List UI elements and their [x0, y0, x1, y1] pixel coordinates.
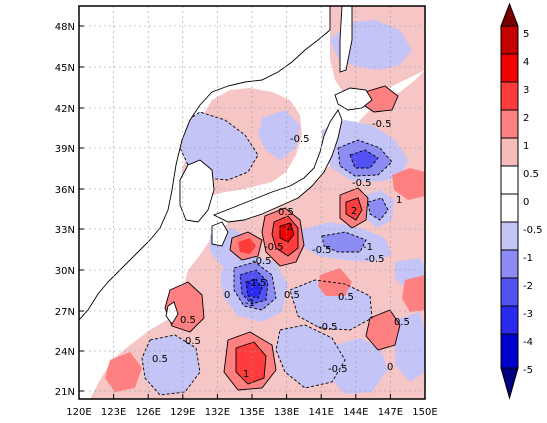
- colorbar-cell: [500, 25, 519, 55]
- svg-text:-0.5: -0.5: [290, 134, 310, 145]
- lat-label: 48N: [55, 22, 75, 33]
- svg-text:-1: -1: [245, 298, 255, 309]
- lon-label: 150E: [412, 407, 437, 418]
- svg-text:-0.5: -0.5: [318, 322, 338, 333]
- lon-label: 135E: [239, 407, 264, 418]
- map-grid: [79, 6, 425, 399]
- lat-label: 36N: [55, 185, 75, 196]
- svg-text:0: 0: [224, 290, 230, 301]
- svg-text:-1.5: -1.5: [247, 278, 267, 289]
- colorbar-cell: [500, 137, 519, 167]
- svg-text:0.5: 0.5: [278, 207, 294, 218]
- colorbar-label: -1: [523, 253, 533, 264]
- svg-text:0: 0: [387, 362, 393, 373]
- svg-text:2: 2: [351, 206, 357, 217]
- positive-contours: [164, 85, 401, 391]
- colorbar-label: -3: [523, 309, 533, 320]
- positive-anomaly-patches: [105, 86, 425, 392]
- colorbar-label: 2: [523, 113, 529, 124]
- lat-label: 24N: [55, 347, 75, 358]
- latitude-labels: 48N 45N 42N 39N 36N 33N 30N 27N 24N 21N: [55, 22, 75, 398]
- colorbar-cell: [500, 109, 519, 139]
- svg-text:-0.5: -0.5: [372, 119, 392, 130]
- svg-text:-0.5: -0.5: [328, 364, 348, 375]
- colorbar-label: -4: [523, 337, 533, 348]
- svg-text:0.5: 0.5: [284, 290, 300, 301]
- svg-text:0.5: 0.5: [338, 292, 354, 303]
- svg-text:0.5: 0.5: [180, 315, 196, 326]
- lon-label: 138E: [274, 407, 299, 418]
- longitude-labels: 120E 123E 126E 129E 132E 135E 138E 141E …: [66, 407, 437, 418]
- colorbar-cell: [500, 367, 519, 400]
- colorbar-cell: [500, 277, 519, 307]
- svg-text:1: 1: [243, 369, 249, 380]
- colorbar-cell: [500, 165, 519, 195]
- colorbar-labels: 5 4 3 2 1 0.5 0 -0.5 -1 -2 -3 -4 -5: [523, 29, 543, 376]
- lat-label: 30N: [55, 266, 75, 277]
- colorbar-cell: [500, 249, 519, 279]
- colorbar-cell: [500, 53, 519, 83]
- svg-text:-0.5: -0.5: [252, 256, 272, 267]
- colorbar-label: -5: [523, 365, 533, 376]
- colorbar-label: 1: [523, 141, 529, 152]
- lon-label: 132E: [205, 407, 230, 418]
- negative-contours: [141, 111, 393, 396]
- lat-label: 21N: [55, 387, 75, 398]
- lon-label: 144E: [343, 407, 368, 418]
- lat-label: 39N: [55, 144, 75, 155]
- lon-label: 123E: [101, 407, 126, 418]
- colorbar-label: 4: [523, 57, 529, 68]
- lon-label: 120E: [66, 407, 91, 418]
- lon-label: 129E: [170, 407, 195, 418]
- taiwan: [165, 301, 179, 325]
- colorbar-cell: [500, 305, 519, 335]
- svg-text:0.5: 0.5: [152, 354, 168, 365]
- asian-mainland: [79, 6, 331, 321]
- lat-label: 27N: [55, 307, 75, 318]
- colorbar-label: 0.5: [523, 169, 539, 180]
- lon-label: 147E: [378, 407, 403, 418]
- colorbar-label: 0: [523, 197, 529, 208]
- svg-text:-0.5: -0.5: [312, 245, 332, 256]
- colorbar-label: 5: [523, 29, 529, 40]
- svg-text:0.5: 0.5: [394, 317, 410, 328]
- colorbar-cell: [500, 81, 519, 111]
- svg-text:-1: -1: [363, 242, 373, 253]
- svg-text:-2: -2: [283, 222, 293, 233]
- lon-label: 126E: [135, 407, 160, 418]
- colorbar-label: -0.5: [523, 225, 543, 236]
- svg-text:-0.5: -0.5: [352, 178, 372, 189]
- colorbar-label: 3: [523, 85, 529, 96]
- lat-label: 33N: [55, 225, 75, 236]
- lat-label: 42N: [55, 104, 75, 115]
- land-masses: [79, 6, 373, 325]
- axis-ticks: [79, 25, 391, 399]
- svg-text:-0.5: -0.5: [365, 254, 385, 265]
- lat-label: 45N: [55, 63, 75, 74]
- colorbar-cell: [500, 2, 519, 27]
- colorbar-cell: [500, 333, 519, 369]
- japan-kyushu: [211, 221, 229, 247]
- svg-text:-0.5: -0.5: [264, 242, 284, 253]
- svg-text:0.5: 0.5: [185, 336, 201, 347]
- colorbar-cell: [500, 193, 519, 223]
- japan-hokkaido: [334, 87, 373, 111]
- colorbar-label: -2: [523, 281, 533, 292]
- svg-text:1: 1: [396, 195, 402, 206]
- contour-labels: -0.5 -0.5 -0.5 0.5 -0.5 -0.5 -1.5 -1 -2 …: [152, 119, 410, 380]
- sakhalin: [339, 6, 353, 73]
- lon-label: 141E: [308, 407, 333, 418]
- colorbar-cell: [500, 221, 519, 251]
- colorbar: [500, 2, 519, 400]
